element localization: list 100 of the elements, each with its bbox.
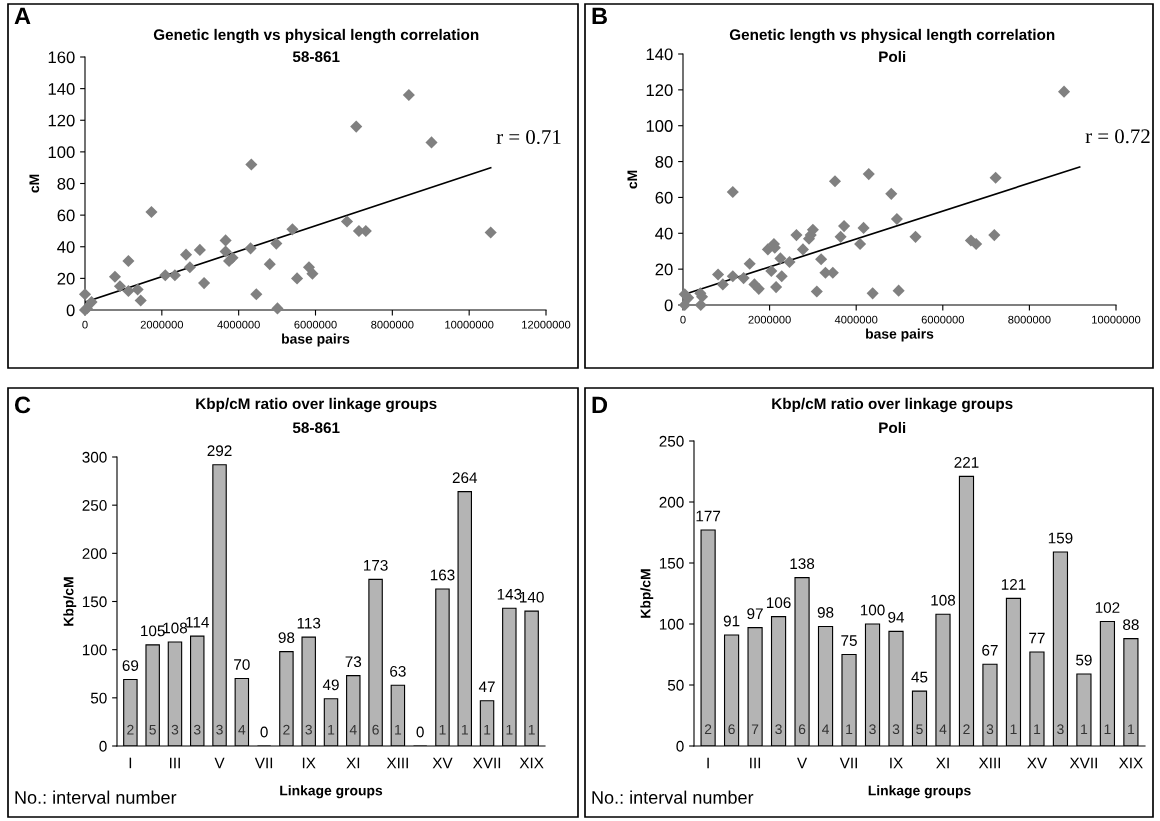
x-tick-label: 4000000 (834, 315, 878, 324)
annotation: 1 (1081, 724, 1088, 734)
y-tick-label: 100 (48, 146, 75, 159)
data-label: 59 (1076, 654, 1092, 666)
point (854, 237, 867, 251)
annotation: 1 (1034, 724, 1041, 734)
point (765, 264, 778, 277)
y-tick-label: 300 (82, 451, 107, 463)
data-label: 143 (497, 588, 522, 600)
point (892, 284, 905, 297)
y-tick-label: 0 (676, 740, 684, 752)
y-tick-label: 140 (48, 83, 75, 95)
point (263, 258, 276, 271)
data-label: 108 (931, 594, 956, 606)
chart-title: Genetic length vs physical length correlation (729, 28, 1055, 44)
data-label: 264 (452, 472, 478, 484)
data-label: 106 (766, 597, 791, 609)
annotation: 1 (846, 724, 853, 734)
data-label: 138 (790, 558, 815, 570)
chart-title: Genetic length vs physical length correlation (153, 28, 479, 44)
point (484, 226, 497, 239)
point (183, 261, 196, 274)
point (716, 278, 729, 291)
x-tick-label: XIX (519, 757, 544, 769)
text: A (14, 7, 31, 25)
annotation: 1 (439, 724, 446, 735)
annotation: 1 (328, 724, 335, 735)
text: B (592, 7, 607, 25)
text: No.: interval number (592, 790, 754, 804)
annotation: 5 (916, 724, 923, 735)
x-tick-label: 4000000 (217, 320, 260, 329)
point (743, 257, 756, 270)
annotation: 7 (751, 724, 759, 734)
point (340, 215, 354, 228)
y-axis-title: Kbp/cM (63, 577, 77, 626)
point (866, 287, 879, 300)
annotation: 1 (506, 724, 513, 735)
data-label: 45 (911, 671, 928, 683)
point (790, 229, 803, 242)
data-label: 163 (430, 569, 455, 581)
data-label: 67 (982, 644, 998, 656)
annotation: 6 (728, 724, 735, 735)
point (712, 268, 725, 281)
point (775, 270, 788, 283)
point (122, 284, 135, 298)
point (425, 136, 438, 149)
x-tick-label: III (170, 757, 180, 769)
data-label: 98 (278, 632, 295, 644)
x-axis-title: base pairs (866, 328, 934, 342)
point (862, 168, 875, 181)
annotation: 1 (484, 724, 491, 735)
x-tick-label: VII (254, 757, 273, 769)
chart-subtitle: 58-861 (292, 51, 340, 63)
point (198, 277, 211, 290)
annotation: 3 (171, 724, 179, 735)
x-tick-label: VII (839, 757, 857, 769)
data-label: 91 (723, 615, 740, 627)
point (752, 282, 765, 295)
data-label: 108 (163, 622, 188, 634)
point (286, 223, 299, 236)
annotation: 1 (1104, 724, 1111, 734)
x-tick-label: 6000000 (294, 320, 337, 329)
y-tick-label: 50 (667, 679, 684, 691)
data-label: 221 (954, 456, 979, 468)
y-tick-label: 120 (48, 114, 75, 127)
text: C (14, 396, 31, 414)
data-label: 0 (260, 726, 268, 738)
data-label: 0 (416, 726, 424, 738)
text: D (592, 396, 608, 414)
y-tick-label: 160 (48, 51, 75, 64)
annotation: r = 0.71 (496, 129, 561, 145)
point (1057, 85, 1071, 98)
y-tick-label: 40 (57, 241, 75, 253)
annotation: 3 (305, 724, 312, 735)
x-tick-label: I (707, 757, 709, 769)
y-tick-label: 80 (655, 155, 673, 168)
point (291, 272, 304, 285)
annotation: 3 (193, 724, 201, 735)
data-label: 69 (122, 660, 139, 671)
data-label: 70 (234, 659, 250, 670)
annotation: 3 (986, 724, 994, 735)
annotation: 1 (461, 724, 468, 735)
annotation: 2 (704, 724, 712, 734)
annotation: 3 (869, 724, 876, 735)
data-label: 173 (364, 559, 388, 571)
point (694, 298, 707, 312)
data-label: 177 (696, 510, 721, 522)
x-tick-label: 8000000 (1008, 315, 1051, 324)
data-label: 77 (1029, 632, 1045, 644)
y-tick-label: 150 (82, 596, 107, 608)
annotation: 6 (372, 724, 379, 735)
data-label: 98 (817, 607, 834, 618)
x-tick-label: XVII (1069, 757, 1097, 769)
annotation: 5 (149, 724, 156, 735)
data-label: 75 (841, 635, 857, 646)
y-tick-label: 120 (646, 84, 673, 97)
y-tick-label: 150 (659, 557, 684, 569)
data-label: 73 (345, 656, 362, 668)
annotation: 1 (395, 724, 402, 735)
y-tick-label: 80 (57, 177, 75, 190)
